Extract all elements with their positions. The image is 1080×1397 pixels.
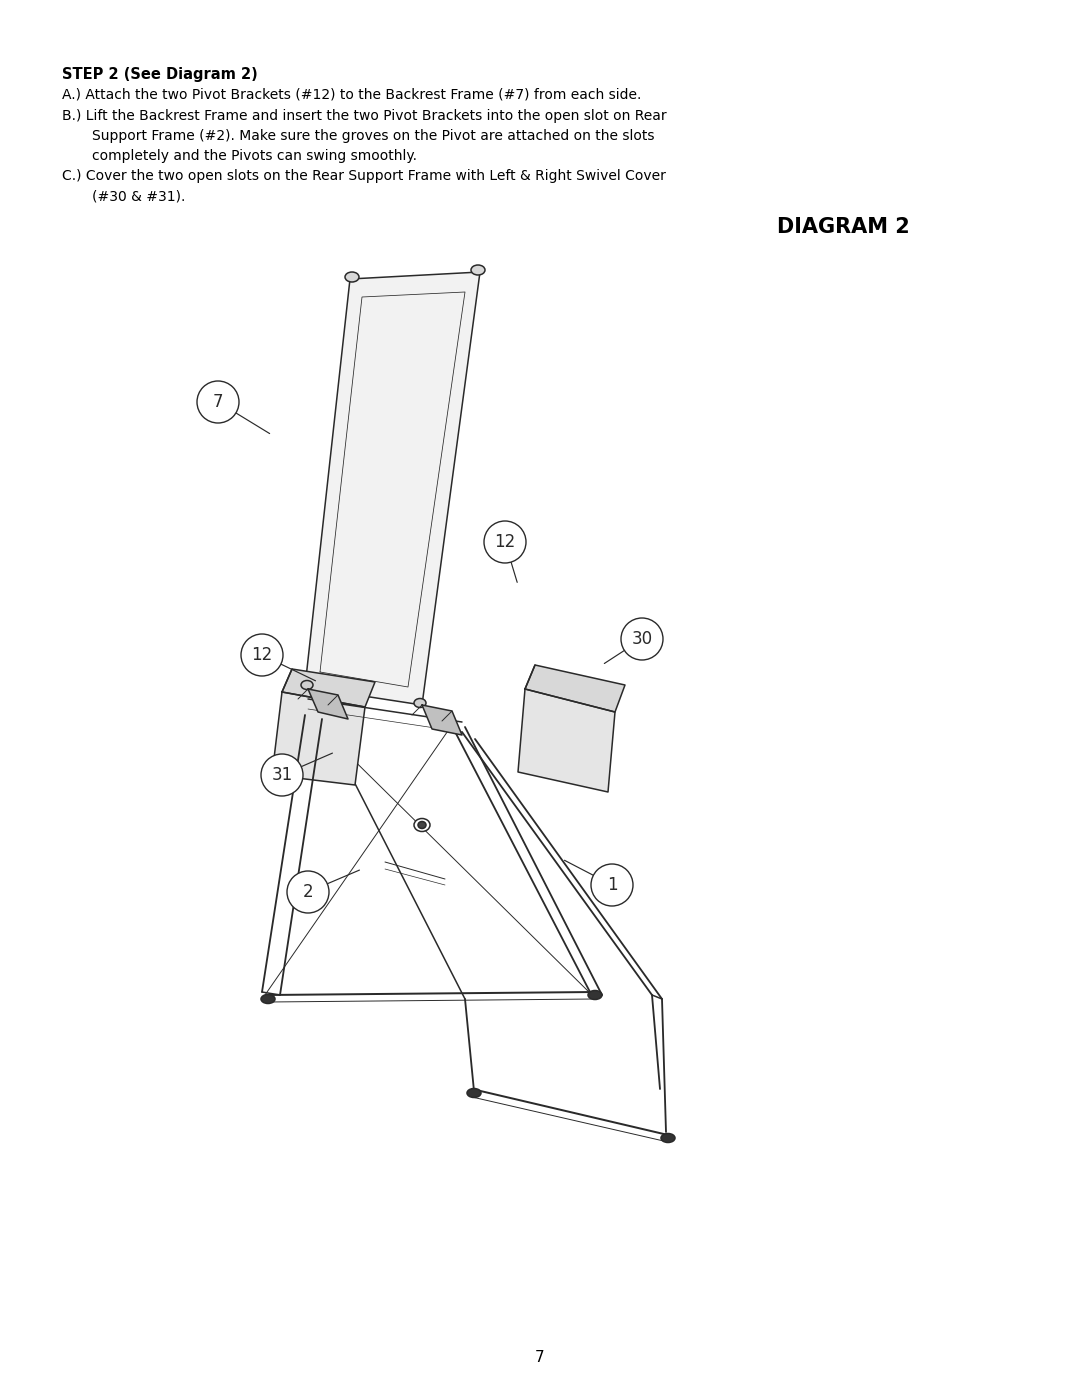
Text: completely and the Pivots can swing smoothly.: completely and the Pivots can swing smoo… [92,149,417,163]
Text: 7: 7 [213,393,224,411]
Ellipse shape [414,698,426,707]
Text: 12: 12 [495,534,515,550]
Polygon shape [282,669,375,707]
Circle shape [197,381,239,423]
Text: 2: 2 [302,883,313,901]
Text: A.) Attach the two Pivot Brackets (#12) to the Backrest Frame (#7) from each sid: A.) Attach the two Pivot Brackets (#12) … [62,87,642,101]
Ellipse shape [471,265,485,275]
Polygon shape [272,692,365,785]
Text: 30: 30 [632,630,652,648]
Ellipse shape [588,990,602,999]
Polygon shape [308,689,348,719]
Text: 7: 7 [536,1350,544,1365]
Text: B.) Lift the Backrest Frame and insert the two Pivot Brackets into the open slot: B.) Lift the Backrest Frame and insert t… [62,109,666,123]
Ellipse shape [261,995,275,1003]
Ellipse shape [467,1088,481,1098]
Ellipse shape [418,821,426,828]
Circle shape [261,754,303,796]
Text: 31: 31 [271,766,293,784]
Circle shape [287,870,329,914]
Polygon shape [422,705,462,735]
Circle shape [621,617,663,659]
Polygon shape [305,272,480,705]
Polygon shape [525,665,625,712]
Text: 12: 12 [252,645,272,664]
Text: STEP 2 (See Diagram 2): STEP 2 (See Diagram 2) [62,67,258,82]
Circle shape [484,521,526,563]
Text: (#30 & #31).: (#30 & #31). [92,189,186,203]
Text: 1: 1 [607,876,618,894]
Ellipse shape [301,680,313,690]
Ellipse shape [345,272,359,282]
Ellipse shape [414,819,430,831]
Ellipse shape [661,1133,675,1143]
Circle shape [241,634,283,676]
Circle shape [591,863,633,907]
Polygon shape [518,689,615,792]
Text: C.) Cover the two open slots on the Rear Support Frame with Left & Right Swivel : C.) Cover the two open slots on the Rear… [62,169,666,183]
Text: DIAGRAM 2: DIAGRAM 2 [778,217,910,237]
Text: Support Frame (#2). Make sure the groves on the Pivot are attached on the slots: Support Frame (#2). Make sure the groves… [92,129,654,142]
